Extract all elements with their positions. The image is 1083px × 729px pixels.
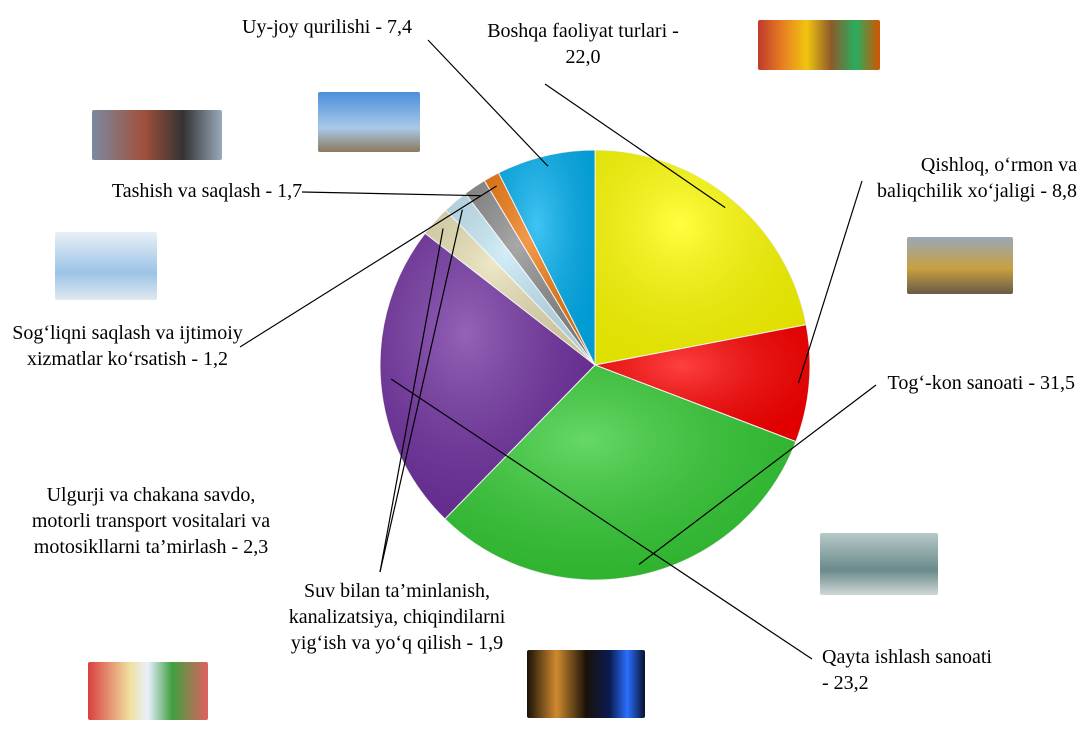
chart: Boshqa faoliyat turlari - 22,0 Qishloq, o… [0,0,1083,729]
slice-label: Sog‘liqni saqlash va ijtimoiy xizmatlar … [5,320,250,372]
photo [907,237,1013,294]
slice-label: Qishloq, o‘rmon va baliqchilik xo‘jaligi… [835,152,1077,204]
leader-line [302,192,481,196]
photo [527,650,645,718]
photo [820,533,938,595]
slice-label: Boshqa faoliyat turlari - 22,0 [483,18,683,70]
photo [758,20,880,70]
photo [55,232,157,300]
photo [318,92,420,152]
slice-label: Tog‘-kon sanoati - 31,5 [870,370,1075,396]
slice-label: Ulgurji va chakana savdo, motorli transp… [15,482,287,560]
slice-label: Tashish va saqlash - 1,7 [108,178,306,204]
leader-line [798,181,862,383]
slice-label: Uy-joy qurilishi - 7,4 [222,14,432,40]
slice-label: Suv bilan ta’minlanish, kanalizatsiya, c… [282,578,512,656]
photo [88,662,208,720]
photo [92,110,222,160]
slice-label: Qayta ishlash sanoati - 23,2 [822,644,992,696]
